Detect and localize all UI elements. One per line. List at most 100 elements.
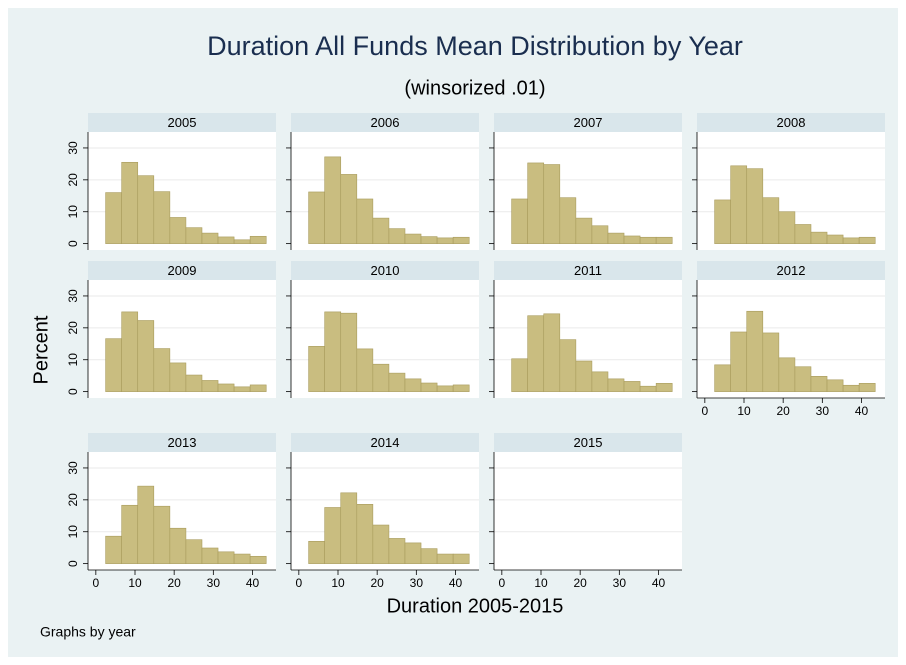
bar (372, 363, 390, 392)
bar (420, 548, 438, 564)
bar (201, 380, 219, 392)
panel-header (88, 433, 276, 452)
bar (249, 384, 267, 392)
y-tick-label: 10 (66, 205, 80, 219)
x-tick-label: 40 (652, 576, 666, 590)
bar (404, 233, 422, 244)
bar (185, 374, 203, 392)
bar (607, 232, 625, 244)
bar (121, 311, 139, 392)
bar (121, 504, 139, 564)
bar (826, 234, 844, 244)
panel-header (88, 113, 276, 132)
y-tick-label: 30 (66, 461, 80, 475)
panel-title: 2013 (168, 435, 197, 450)
panel-header (291, 261, 479, 280)
bar (356, 504, 374, 564)
bar (623, 381, 641, 392)
bar (233, 239, 251, 244)
x-axis-label: Duration 2005-2015 (387, 595, 564, 617)
x-tick-label: 30 (613, 576, 627, 590)
panel-title: 2006 (371, 115, 400, 130)
y-tick-label: 30 (66, 289, 80, 303)
bar (794, 366, 812, 392)
bar (559, 339, 577, 392)
x-tick-label: 30 (207, 576, 221, 590)
bar (543, 164, 561, 244)
x-tick-label: 30 (410, 576, 424, 590)
x-tick-label: 30 (816, 404, 830, 418)
bar (153, 348, 171, 392)
bar (575, 217, 593, 244)
bar (842, 237, 860, 244)
y-tick-label: 10 (66, 353, 80, 367)
panel-header (291, 433, 479, 452)
bar (201, 232, 219, 244)
x-tick-label: 10 (331, 576, 345, 590)
y-tick-label: 0 (66, 388, 80, 395)
bar (858, 236, 876, 244)
bar (858, 383, 876, 392)
bar (153, 505, 171, 564)
bar (639, 385, 657, 392)
bar (623, 235, 641, 244)
bar (324, 156, 342, 244)
bar (842, 384, 860, 392)
x-tick-label: 0 (92, 576, 99, 590)
bar (762, 332, 780, 392)
bar (404, 378, 422, 392)
bar (575, 360, 593, 392)
bar (778, 357, 796, 392)
bar (730, 331, 748, 392)
plot-area (494, 452, 682, 570)
bar (420, 382, 438, 392)
bar (233, 386, 251, 392)
bar (169, 362, 187, 392)
y-axis-label: Percent (30, 315, 52, 384)
bar (639, 236, 657, 244)
bar (511, 358, 528, 392)
bar (591, 225, 609, 244)
panel-title: 2012 (777, 263, 806, 278)
bar (121, 161, 139, 244)
bar (388, 372, 406, 392)
x-tick-label: 40 (449, 576, 463, 590)
bar (511, 198, 528, 244)
bar (201, 547, 219, 564)
bar (404, 542, 422, 564)
x-tick-label: 40 (246, 576, 260, 590)
note: Graphs by year (40, 624, 136, 640)
panel-header (88, 261, 276, 280)
bar (217, 236, 235, 244)
bar (730, 165, 748, 244)
panel-title: 2014 (371, 435, 400, 450)
bar (137, 175, 155, 244)
bar (105, 192, 122, 244)
panel-title: 2015 (574, 435, 603, 450)
bar (452, 384, 470, 392)
bar (249, 235, 267, 244)
bar (810, 231, 828, 244)
bar (185, 227, 203, 244)
bar (714, 364, 731, 392)
y-tick-label: 0 (66, 240, 80, 247)
x-tick-label: 40 (855, 404, 869, 418)
bar (655, 383, 673, 392)
bar (388, 228, 406, 244)
x-tick-label: 0 (701, 404, 708, 418)
panel-header (697, 113, 885, 132)
panel-title: 2010 (371, 263, 400, 278)
bar (185, 539, 203, 564)
panel-title: 2005 (168, 115, 197, 130)
bar (169, 527, 187, 564)
bar (356, 348, 374, 392)
bar (137, 320, 155, 392)
panel-header (494, 261, 682, 280)
bar (762, 197, 780, 244)
bar (169, 217, 187, 244)
bar (452, 553, 470, 564)
y-tick-label: 0 (66, 560, 80, 567)
bar (372, 217, 390, 244)
